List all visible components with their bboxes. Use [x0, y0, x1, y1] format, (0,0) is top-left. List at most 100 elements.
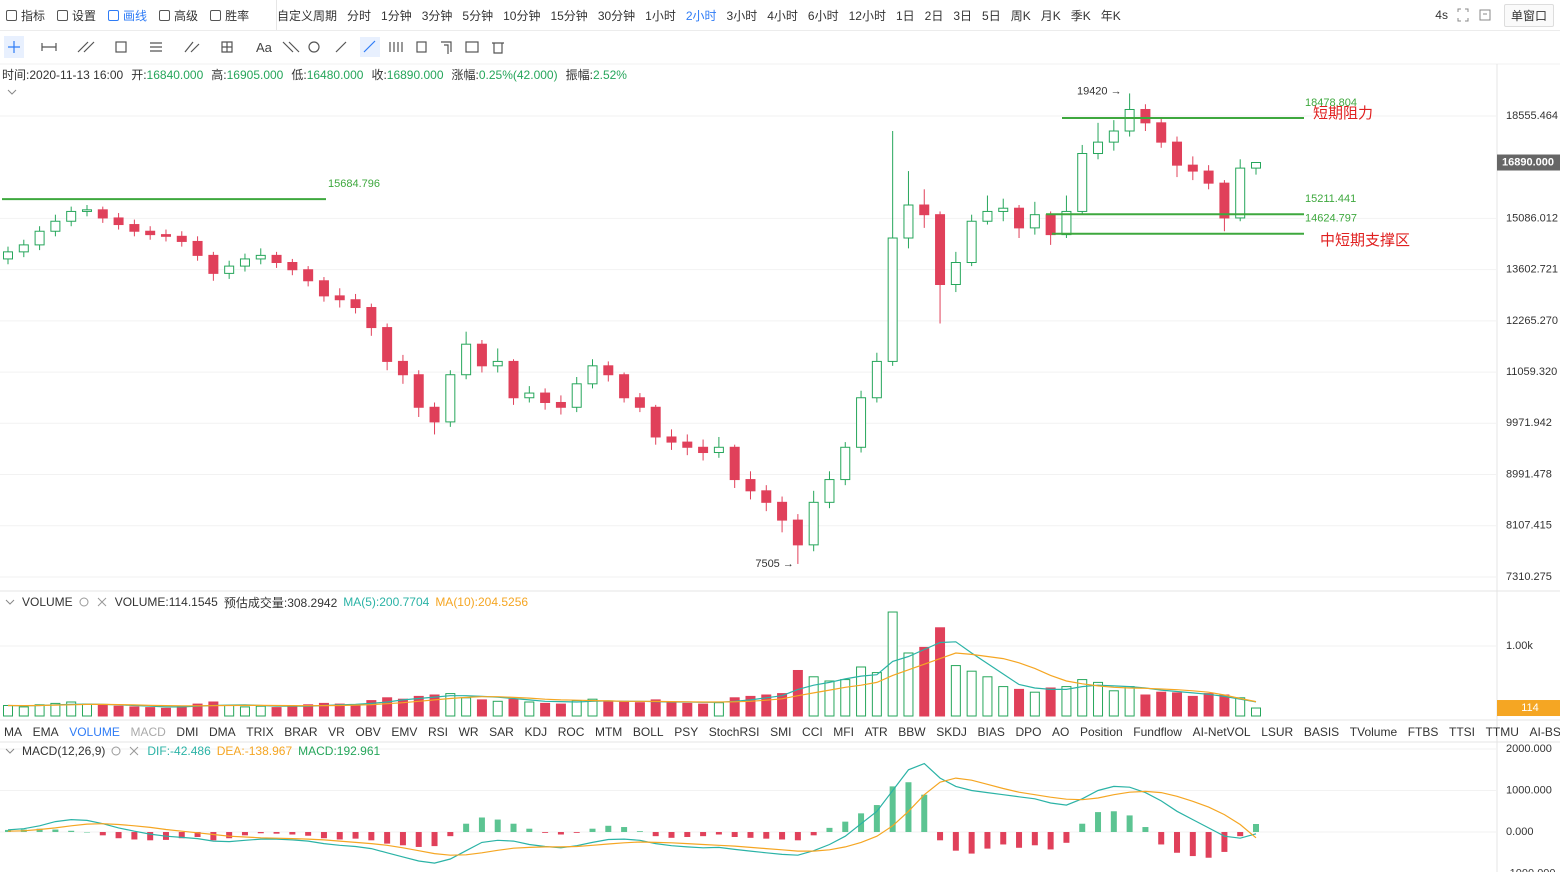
indicator-tab[interactable]: LSUR — [1261, 725, 1294, 739]
delete-tool[interactable] — [492, 42, 504, 54]
indicator-tab[interactable]: TRIX — [246, 725, 274, 739]
indicator-tab[interactable]: SMI — [770, 725, 792, 739]
indicator-tab[interactable]: BOLL — [632, 725, 664, 739]
period-button[interactable]: 4小时 — [767, 8, 798, 23]
collapse-icon[interactable] — [4, 745, 16, 757]
y-tick-label: 7310.275 — [1506, 571, 1552, 583]
hide-tool[interactable] — [416, 41, 427, 53]
period-button[interactable]: 1日 — [895, 8, 915, 23]
indicator-tab[interactable]: AI-BSI — [1529, 725, 1560, 739]
period-button[interactable]: 3小时 — [726, 8, 758, 23]
y-tick-label: 18555.464 — [1506, 110, 1558, 122]
indicator-tab[interactable]: MTM — [594, 725, 623, 739]
volume-bar — [1219, 694, 1230, 717]
pane-controls[interactable] — [111, 745, 141, 757]
period-button[interactable]: 月K — [1040, 8, 1061, 23]
indicator-tab[interactable]: ATR — [864, 725, 888, 739]
magnet-tool[interactable] — [363, 40, 376, 53]
macd-bar — [320, 832, 327, 839]
indicator-tab[interactable]: VOLUME — [69, 725, 120, 739]
indicator-tab[interactable]: BASIS — [1303, 725, 1340, 739]
period-button[interactable]: 1分钟 — [381, 8, 412, 23]
indicator-tab[interactable]: Position — [1079, 725, 1123, 739]
period-button[interactable]: 季K — [1070, 8, 1091, 23]
period-button[interactable]: 周K — [1010, 8, 1031, 23]
tool-button[interactable]: 画线 — [108, 7, 147, 24]
volume-bar — [1235, 697, 1246, 717]
measure-tool[interactable] — [335, 41, 347, 53]
indicator-tab[interactable]: CCI — [802, 725, 823, 739]
indicator-tab[interactable]: AI-NetVOL — [1192, 725, 1251, 739]
period-button[interactable]: 2日 — [924, 8, 944, 23]
indicator-tab[interactable]: BBW — [898, 725, 926, 739]
pane-controls[interactable] — [79, 596, 109, 608]
indicator-tab[interactable]: EMA — [32, 725, 59, 739]
macd-bar — [1189, 832, 1196, 857]
fib-tool[interactable] — [184, 41, 200, 53]
collapse-icon[interactable] — [4, 596, 16, 608]
indicator-tab[interactable]: MACD — [130, 725, 166, 739]
indicator-tab[interactable]: AO — [1052, 725, 1070, 739]
indicator-tab[interactable]: Fundflow — [1133, 725, 1182, 739]
indicator-tab[interactable]: PSY — [674, 725, 699, 739]
indicator-tab[interactable]: SAR — [489, 725, 514, 739]
copy-tool[interactable] — [441, 41, 452, 54]
indicator-tab[interactable]: TVolume — [1349, 725, 1398, 739]
period-button[interactable]: 10分钟 — [503, 8, 541, 23]
indicator-tab[interactable]: KDJ — [524, 725, 548, 739]
indicator-tab[interactable]: MFI — [833, 725, 854, 739]
indicator-tab[interactable]: TTSI — [1448, 725, 1475, 739]
period-button[interactable]: 6小时 — [807, 8, 839, 23]
tool-button[interactable]: 高级 — [159, 7, 198, 24]
period-button[interactable]: 30分钟 — [597, 8, 636, 23]
window-button[interactable]: 单窗口 — [1503, 3, 1554, 27]
tool-button[interactable]: 指标 — [6, 7, 45, 24]
period-button[interactable]: 5日 — [982, 8, 1001, 23]
indicator-tab[interactable]: BRAR — [284, 725, 318, 739]
indicator-tab[interactable]: BIAS — [977, 725, 1005, 739]
indicator-tab[interactable]: WR — [458, 725, 479, 739]
indicator-tab[interactable]: RSI — [427, 725, 448, 739]
tool-button[interactable]: 设置 — [57, 7, 96, 24]
period-button[interactable]: 1小时 — [645, 8, 676, 23]
period-button[interactable]: 年K — [1100, 8, 1121, 23]
crosshair-tool[interactable] — [8, 41, 20, 53]
period-button[interactable]: 3日 — [953, 8, 973, 23]
period-button[interactable]: 2小时 — [685, 8, 717, 23]
period-button[interactable]: 3分钟 — [421, 8, 453, 23]
period-button[interactable]: 自定义周期 — [277, 8, 338, 23]
collapse-icon[interactable] — [7, 89, 17, 95]
channel-tool[interactable] — [150, 42, 162, 52]
tool-button[interactable]: 胜率 — [210, 7, 249, 24]
indicator-tab[interactable]: DMI — [176, 725, 199, 739]
volume-bar — [1203, 693, 1214, 717]
period-button[interactable]: 12小时 — [848, 8, 886, 23]
indicator-tab[interactable]: StochRSI — [708, 725, 760, 739]
indicator-tab[interactable]: TTMU — [1485, 725, 1519, 739]
trend-tool[interactable] — [77, 41, 95, 53]
period-button[interactable]: 5分钟 — [462, 8, 494, 23]
refresh-rate[interactable]: 4s — [1435, 8, 1448, 22]
grid-tool[interactable] — [221, 41, 233, 53]
indicator-tab[interactable]: ROC — [557, 725, 585, 739]
pattern-tool[interactable] — [308, 41, 320, 53]
hline-tool[interactable] — [41, 43, 57, 51]
indicator-tab[interactable]: EMV — [391, 725, 418, 739]
indicator-tab[interactable]: MA — [4, 725, 22, 739]
candle-body — [698, 446, 709, 454]
text-tool[interactable]: Aa — [256, 40, 273, 55]
indicator-tab[interactable]: SKDJ — [936, 725, 967, 739]
snapshot-tool[interactable] — [465, 41, 479, 53]
period-button[interactable]: 分时 — [347, 8, 372, 23]
indicator-tab[interactable]: VR — [328, 725, 345, 739]
shape-tool[interactable] — [115, 41, 127, 53]
period-button[interactable]: 15分钟 — [550, 8, 588, 23]
lock-tool[interactable] — [389, 42, 403, 52]
indicator-tab[interactable]: OBV — [355, 725, 381, 739]
low-label: 7505 → — [755, 558, 794, 570]
brush-tool[interactable] — [282, 41, 300, 53]
indicator-tab[interactable]: DMA — [209, 725, 236, 739]
window-icons[interactable] — [1456, 8, 1496, 22]
indicator-tab[interactable]: DPO — [1015, 725, 1042, 739]
indicator-tab[interactable]: FTBS — [1407, 725, 1439, 739]
